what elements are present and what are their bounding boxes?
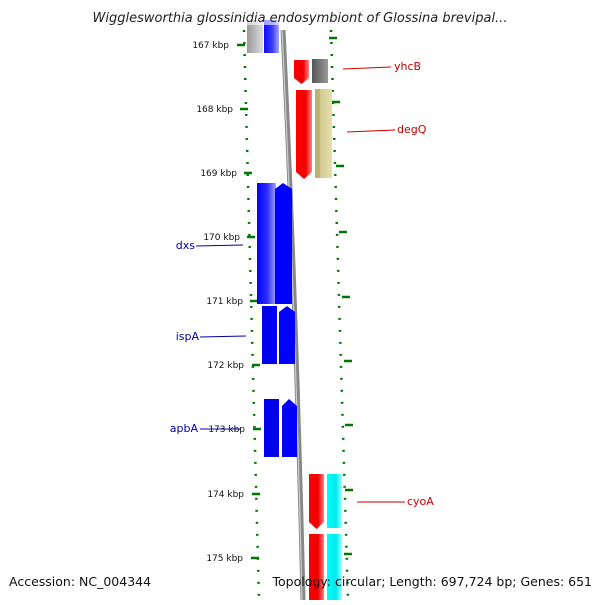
gene-label-degQ[interactable]: degQ bbox=[346, 123, 427, 136]
gene-cyoA-block[interactable] bbox=[309, 474, 342, 529]
tick-label-168: 168 kbp bbox=[196, 105, 233, 115]
genome-backbone bbox=[280, 29, 306, 601]
gene-block-top-faded[interactable] bbox=[247, 20, 281, 53]
tick-label-171: 171 kbp bbox=[206, 297, 243, 307]
gene-label-ispA[interactable]: ispA bbox=[176, 330, 247, 343]
tick-labels: 167 kbp 168 kbp 169 kbp 170 kbp 171 kbp … bbox=[192, 41, 245, 564]
left-ticks bbox=[237, 43, 261, 560]
tick-label-175: 175 kbp bbox=[206, 554, 243, 564]
gene-label-apbA[interactable]: apbA bbox=[170, 422, 240, 435]
gene-label-yhcB-text: yhcB bbox=[394, 60, 421, 73]
genome-title: Wigglesworthia glossinidia endosymbiont … bbox=[93, 11, 508, 26]
left-dotted-guide bbox=[242, 29, 261, 601]
right-ticks bbox=[329, 36, 353, 556]
gene-label-dxs[interactable]: dxs bbox=[176, 239, 244, 252]
tick-label-173: 173 kbp bbox=[208, 425, 245, 435]
gene-label-ispA-text: ispA bbox=[176, 330, 200, 343]
gene-dxs-block[interactable] bbox=[257, 183, 292, 304]
gene-yhcB-block[interactable] bbox=[294, 59, 328, 84]
gene-label-degQ-text: degQ bbox=[397, 123, 427, 136]
gene-ispA-block[interactable] bbox=[262, 306, 295, 364]
gene-label-apbA-text: apbA bbox=[170, 422, 199, 435]
gene-apbA-block[interactable] bbox=[264, 399, 297, 457]
tick-label-167: 167 kbp bbox=[192, 41, 229, 51]
gene-label-dxs-text: dxs bbox=[176, 239, 195, 252]
gene-label-cyoA[interactable]: cyoA bbox=[357, 495, 434, 508]
gene-label-cyoA-text: cyoA bbox=[407, 495, 434, 508]
gene-bottom-block[interactable] bbox=[309, 534, 342, 600]
topology-summary-text: Topology: circular; Length: 697,724 bp; … bbox=[272, 574, 593, 589]
gene-degQ-block[interactable] bbox=[296, 89, 332, 179]
accession-text: Accession: NC_004344 bbox=[9, 574, 151, 589]
tick-label-170: 170 kbp bbox=[203, 233, 240, 243]
gene-label-yhcB[interactable]: yhcB bbox=[342, 60, 421, 73]
tick-label-172: 172 kbp bbox=[207, 361, 244, 371]
tick-label-174: 174 kbp bbox=[207, 490, 244, 500]
tick-label-169: 169 kbp bbox=[200, 169, 237, 179]
